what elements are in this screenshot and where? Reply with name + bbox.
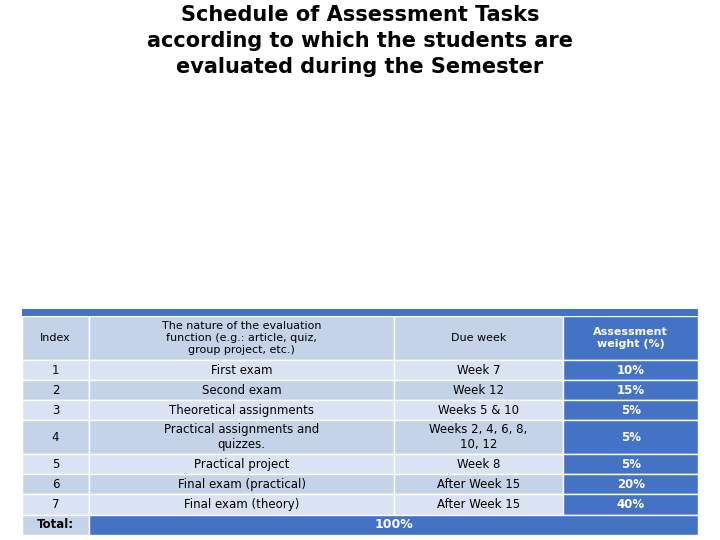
Text: Final exam (theory): Final exam (theory) (184, 498, 300, 511)
Text: 15%: 15% (616, 383, 645, 397)
Bar (89, 454, 394, 475)
Text: Assessment
weight (%): Assessment weight (%) (593, 327, 668, 349)
Text: The nature of the evaluation
function (e.g.: article, quiz,
group project, etc.): The nature of the evaluation function (e… (162, 321, 321, 355)
Text: Weeks 5 & 10: Weeks 5 & 10 (438, 404, 519, 417)
Text: 1: 1 (52, 363, 59, 376)
Bar (22, 400, 89, 420)
Bar (89, 515, 698, 535)
Bar (22, 420, 89, 454)
Bar (563, 360, 698, 380)
Bar (563, 316, 698, 360)
Text: Second exam: Second exam (202, 383, 282, 397)
Bar (89, 495, 394, 515)
Text: 100%: 100% (374, 518, 413, 531)
Text: 10%: 10% (617, 363, 644, 376)
Text: Theoretical assignments: Theoretical assignments (169, 404, 314, 417)
Text: 3: 3 (52, 404, 59, 417)
Bar (563, 475, 698, 495)
Text: 7: 7 (52, 498, 59, 511)
Bar (394, 400, 563, 420)
Bar (22, 454, 89, 475)
Bar (394, 420, 563, 454)
Bar (89, 420, 394, 454)
Bar (563, 495, 698, 515)
Bar (394, 360, 563, 380)
Text: Practical project: Practical project (194, 458, 289, 471)
Bar (563, 420, 698, 454)
Bar (563, 454, 698, 475)
Text: Index: Index (40, 333, 71, 343)
Text: Total:: Total: (37, 518, 74, 531)
Text: 4: 4 (52, 431, 59, 444)
Text: After Week 15: After Week 15 (437, 498, 520, 511)
Bar (89, 380, 394, 400)
Text: First exam: First exam (211, 363, 272, 376)
Text: 5%: 5% (621, 431, 641, 444)
Text: After Week 15: After Week 15 (437, 478, 520, 491)
Text: Practical assignments and
quizzes.: Practical assignments and quizzes. (164, 423, 319, 451)
Text: 5%: 5% (621, 458, 641, 471)
Bar (22, 316, 89, 360)
Text: 5%: 5% (621, 404, 641, 417)
Bar (22, 515, 89, 535)
Text: Schedule of Assessment Tasks
according to which the students are
evaluated durin: Schedule of Assessment Tasks according t… (147, 5, 573, 77)
Bar (89, 400, 394, 420)
Text: 40%: 40% (616, 498, 645, 511)
Text: Weeks 2, 4, 6, 8,
10, 12: Weeks 2, 4, 6, 8, 10, 12 (429, 423, 528, 451)
Bar (89, 316, 394, 360)
Bar (394, 380, 563, 400)
Bar (394, 316, 563, 360)
Bar (394, 475, 563, 495)
Bar (89, 360, 394, 380)
Text: Week 12: Week 12 (453, 383, 504, 397)
Text: Final exam (practical): Final exam (practical) (178, 478, 305, 491)
Bar (22, 380, 89, 400)
Bar (563, 380, 698, 400)
Bar (22, 360, 89, 380)
Text: 20%: 20% (617, 478, 644, 491)
Bar (394, 454, 563, 475)
Text: Week 7: Week 7 (456, 363, 500, 376)
Text: 6: 6 (52, 478, 59, 491)
Text: Week 8: Week 8 (456, 458, 500, 471)
Text: 5: 5 (52, 458, 59, 471)
Bar (22, 309, 698, 316)
Bar (394, 495, 563, 515)
Bar (22, 495, 89, 515)
Bar (563, 400, 698, 420)
Bar (22, 475, 89, 495)
Bar (89, 475, 394, 495)
Text: Due week: Due week (451, 333, 506, 343)
Text: 2: 2 (52, 383, 59, 397)
